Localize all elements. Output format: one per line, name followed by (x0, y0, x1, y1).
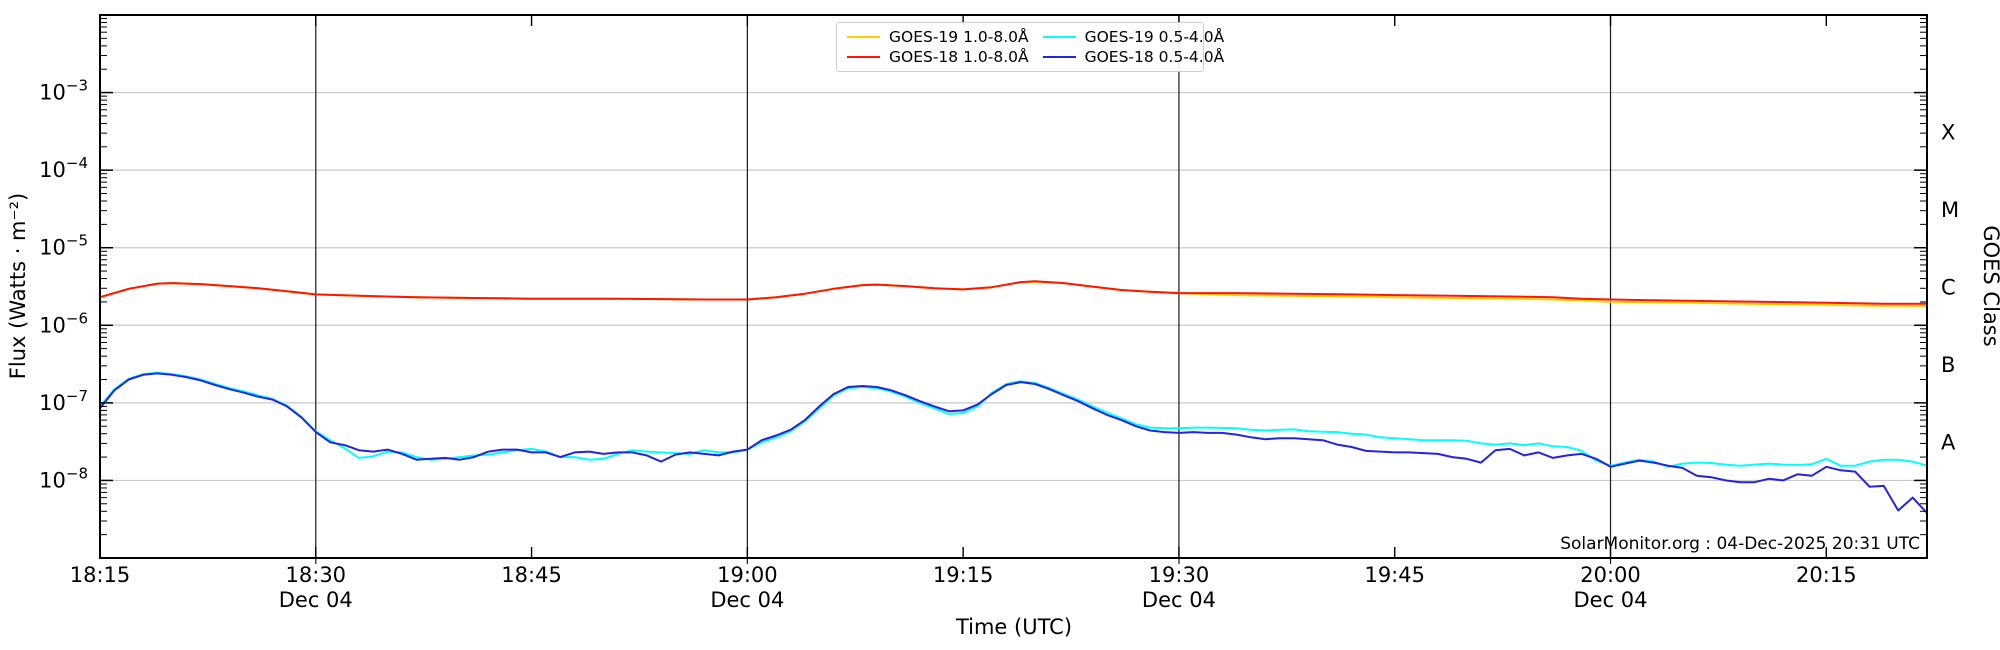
x-tick-label-20:00: 20:00 (1580, 563, 1641, 587)
x-date-label: Dec 04 (279, 588, 353, 612)
gridlines (100, 15, 1927, 564)
goes18-short-swatch (1042, 56, 1076, 59)
legend-item-goes18-short: GOES-18 0.5-4.0Å (1042, 48, 1225, 67)
legend-label: GOES-18 0.5-4.0Å (1084, 48, 1225, 67)
goes-class-label-M: M (1941, 198, 1959, 222)
legend: GOES-19 1.0-8.0Å GOES-19 0.5-4.0Å GOES-1… (836, 22, 1224, 72)
plot-frame (99, 14, 1928, 559)
series-goes19-long (99, 280, 1928, 307)
x-date-label: Dec 04 (1142, 588, 1216, 612)
goes-class-label-C: C (1941, 276, 1956, 300)
axes-and-ticks (99, 14, 1928, 559)
x-tick-label-18:45: 18:45 (501, 563, 562, 587)
y-tick-label-1e-8: 10−8 (39, 464, 88, 492)
flux-curves (99, 280, 1928, 514)
x-tick-label-19:30: 19:30 (1149, 563, 1210, 587)
tick-labels: 10−3 10−4 10−5 10−6 10−7 10−8 18:15 18:30 18:45 1… (39, 77, 1959, 612)
x-tick-label-19:45: 19:45 (1364, 563, 1425, 587)
x-date-label: Dec 04 (710, 588, 784, 612)
x-tick-label-18:30: 18:30 (286, 563, 347, 587)
legend-label: GOES-19 1.0-8.0Å (889, 27, 1029, 46)
right-axis-title: GOES Class (1979, 225, 2000, 346)
x-date-label: Dec 04 (1573, 588, 1647, 612)
x-tick-label-18:15: 18:15 (70, 563, 131, 587)
goes-class-label-A: A (1941, 431, 1956, 455)
legend-label: GOES-19 0.5-4.0Å (1084, 27, 1225, 46)
goes19-long-swatch (847, 35, 880, 38)
goes18-long-swatch (847, 56, 880, 59)
y-tick-label-1e-7: 10−7 (39, 387, 88, 415)
x-axis-title: Time (UTC) (955, 615, 1072, 639)
legend-item-goes19-long: GOES-19 1.0-8.0Å (847, 28, 1029, 46)
y-tick-label-1e-5: 10−5 (39, 232, 88, 260)
series-goes18-short (99, 372, 1928, 514)
legend-label: GOES-18 1.0-8.0Å (889, 48, 1029, 67)
goes-class-label-X: X (1941, 120, 1955, 144)
goes-class-label-B: B (1941, 353, 1955, 377)
x-tick-label-19:00: 19:00 (717, 563, 778, 587)
series-goes19-short (99, 371, 1928, 468)
x-tick-label-20:15: 20:15 (1796, 563, 1857, 587)
y-axis-title: Flux (Watts · m⁻²) (6, 193, 30, 379)
x-tick-label-19:15: 19:15 (933, 563, 994, 587)
legend-item-goes18-long: GOES-18 1.0-8.0Å (847, 48, 1029, 66)
watermark-text: SolarMonitor.org : 04-Dec-2025 20:31 UTC (1560, 534, 1920, 554)
goes19-short-swatch (1042, 35, 1076, 38)
y-tick-label-1e-4: 10−4 (39, 154, 88, 182)
legend-item-goes19-short: GOES-19 0.5-4.0Å (1042, 27, 1225, 46)
y-tick-label-1e-3: 10−3 (39, 77, 88, 105)
series-goes18-long (99, 280, 1928, 305)
y-tick-label-1e-6: 10−6 (39, 309, 88, 337)
